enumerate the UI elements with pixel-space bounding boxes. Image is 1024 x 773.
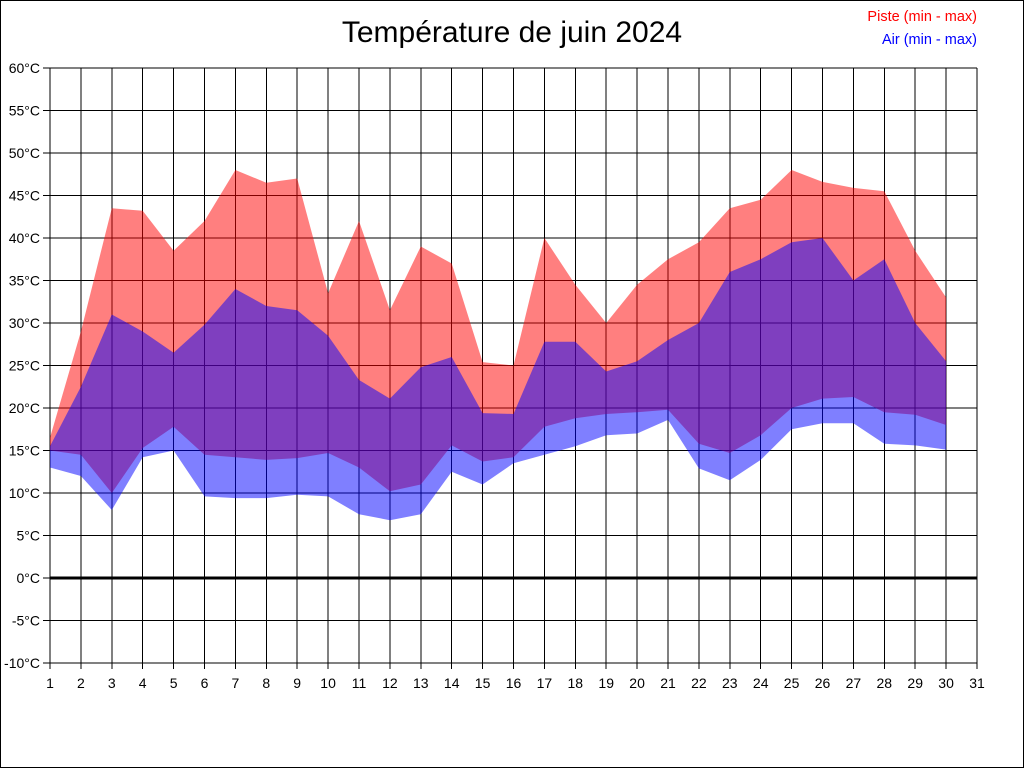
x-tick-label: 25 xyxy=(784,675,800,691)
y-axis-labels: 60°C 55°C 50°C 45°C 40°C 35°C 30°C 25°C 20°C 15°C… xyxy=(4,60,40,671)
x-tick-label: 13 xyxy=(413,675,429,691)
legend-air: Air (min - max) xyxy=(882,32,977,48)
x-tick-label: 31 xyxy=(969,675,985,691)
x-tick-label: 27 xyxy=(846,675,862,691)
y-tick-label: 25°C xyxy=(9,358,40,374)
x-tick-label: 30 xyxy=(938,675,954,691)
x-tick-label: 18 xyxy=(568,675,584,691)
x-tick-label: 10 xyxy=(320,675,336,691)
x-tick-label: 15 xyxy=(475,675,491,691)
y-tick-label: 35°C xyxy=(9,273,40,289)
x-tick-label: 19 xyxy=(598,675,614,691)
y-tick-label: 20°C xyxy=(9,400,40,416)
y-tick-label: -10°C xyxy=(4,655,40,671)
x-tick-label: 16 xyxy=(506,675,522,691)
x-tick-label: 9 xyxy=(293,675,301,691)
x-tick-label: 24 xyxy=(753,675,769,691)
x-tick-label: 4 xyxy=(139,675,147,691)
y-tick-label: 0°C xyxy=(17,570,41,586)
x-tick-label: 20 xyxy=(629,675,645,691)
x-tick-label: 21 xyxy=(660,675,676,691)
y-tick-label: 10°C xyxy=(9,485,40,501)
x-tick-label: 23 xyxy=(722,675,738,691)
x-tick-label: 7 xyxy=(232,675,240,691)
axis-ticks xyxy=(43,67,978,669)
x-tick-label: 5 xyxy=(170,675,178,691)
x-tick-label: 14 xyxy=(444,675,460,691)
chart-title: Température de juin 2024 xyxy=(342,16,682,49)
x-tick-label: 22 xyxy=(691,675,707,691)
y-tick-label: 5°C xyxy=(17,528,41,544)
x-tick-label: 1 xyxy=(46,675,54,691)
x-tick-label: 11 xyxy=(352,675,367,691)
x-axis-labels: 1 2 3 4 5 6 7 8 9 10 11 12 13 14 15 16 17 18 19 20 21 22 23 24 2… xyxy=(46,675,985,691)
legend-piste: Piste (min - max) xyxy=(867,9,977,25)
y-tick-label: 30°C xyxy=(9,315,40,331)
x-tick-label: 2 xyxy=(77,675,85,691)
x-tick-label: 3 xyxy=(108,675,116,691)
y-tick-label: 45°C xyxy=(9,188,40,204)
x-tick-label: 8 xyxy=(262,675,270,691)
y-tick-label: -5°C xyxy=(12,613,40,629)
x-tick-label: 26 xyxy=(815,675,831,691)
y-tick-label: 60°C xyxy=(9,60,40,76)
x-tick-label: 29 xyxy=(907,675,923,691)
x-tick-label: 28 xyxy=(877,675,893,691)
y-tick-label: 50°C xyxy=(9,145,40,161)
x-tick-label: 17 xyxy=(537,675,553,691)
y-tick-label: 40°C xyxy=(9,230,40,246)
y-tick-label: 55°C xyxy=(9,103,40,119)
x-tick-label: 6 xyxy=(201,675,209,691)
x-tick-label: 12 xyxy=(382,675,398,691)
y-tick-label: 15°C xyxy=(9,443,40,459)
air-minmax-band xyxy=(50,238,947,521)
